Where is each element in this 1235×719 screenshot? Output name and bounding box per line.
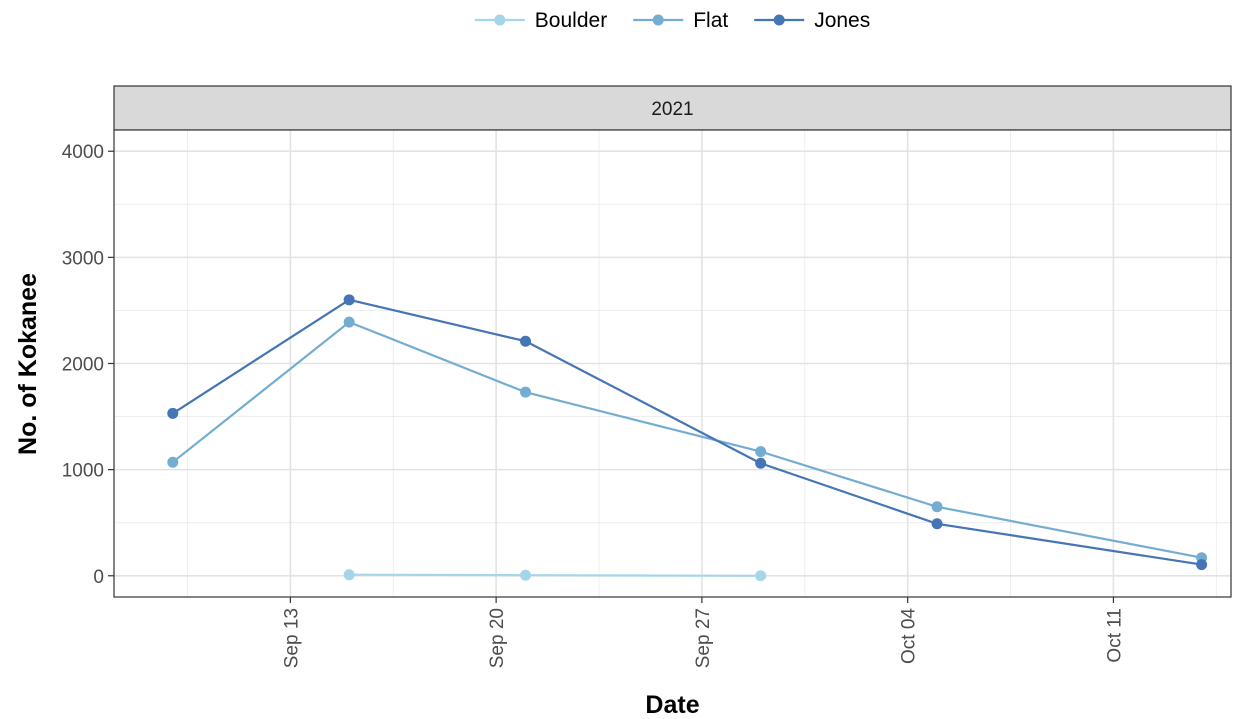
x-tick-label: Sep 13 bbox=[281, 608, 302, 668]
x-tick-label: Oct 11 bbox=[1104, 608, 1125, 663]
facet-strip-label: 2021 bbox=[651, 99, 693, 120]
legend-key-point bbox=[773, 14, 785, 26]
data-point-boulder bbox=[520, 569, 532, 581]
y-tick-label: 4000 bbox=[62, 142, 104, 163]
y-tick-label: 0 bbox=[93, 567, 104, 588]
data-point-flat bbox=[755, 446, 767, 458]
data-point-jones bbox=[167, 407, 179, 419]
axes: 0 1000 2000 3000 4000 Sep 13 Sep 20 Sep 27 Oct 0… bbox=[62, 142, 1126, 668]
data-point-jones bbox=[931, 518, 943, 530]
x-tick-label: Sep 20 bbox=[487, 608, 508, 668]
legend-item-flat: Flat bbox=[633, 9, 728, 32]
legend-item-boulder: Boulder bbox=[474, 9, 607, 32]
y-tick-label: 1000 bbox=[62, 461, 104, 482]
data-point-boulder bbox=[343, 569, 355, 581]
legend-label: Boulder bbox=[535, 9, 607, 32]
legend-label: Jones bbox=[814, 9, 870, 32]
data-point-boulder bbox=[755, 570, 767, 582]
x-axis-title: Date bbox=[645, 691, 699, 719]
data-point-flat bbox=[931, 501, 943, 513]
grid bbox=[114, 130, 1231, 597]
facet-strip bbox=[113, 85, 1232, 131]
legend-key-point bbox=[494, 14, 506, 26]
y-tick-label: 2000 bbox=[62, 355, 104, 376]
data-point-flat bbox=[343, 316, 355, 328]
series-line-boulder bbox=[349, 573, 761, 577]
data-point-jones bbox=[755, 457, 767, 469]
x-tick-label: Oct 04 bbox=[899, 608, 920, 664]
series-line-flat bbox=[172, 320, 1202, 559]
y-tick-label: 3000 bbox=[62, 248, 104, 269]
data-point-jones bbox=[1196, 559, 1208, 571]
data-point-flat bbox=[167, 456, 179, 468]
data-point-flat bbox=[520, 386, 532, 398]
legend-item-jones: Jones bbox=[754, 9, 870, 32]
data-point-jones bbox=[520, 335, 532, 347]
legend: Boulder Flat Jones bbox=[474, 9, 870, 32]
data-point-jones bbox=[343, 294, 355, 306]
series-line-jones bbox=[172, 298, 1202, 566]
y-axis-title: No. of Kokanee bbox=[14, 273, 42, 455]
legend-key-point bbox=[652, 14, 664, 26]
series-layer bbox=[167, 294, 1208, 582]
legend-label: Flat bbox=[693, 9, 728, 32]
x-tick-label: Sep 27 bbox=[693, 608, 714, 668]
